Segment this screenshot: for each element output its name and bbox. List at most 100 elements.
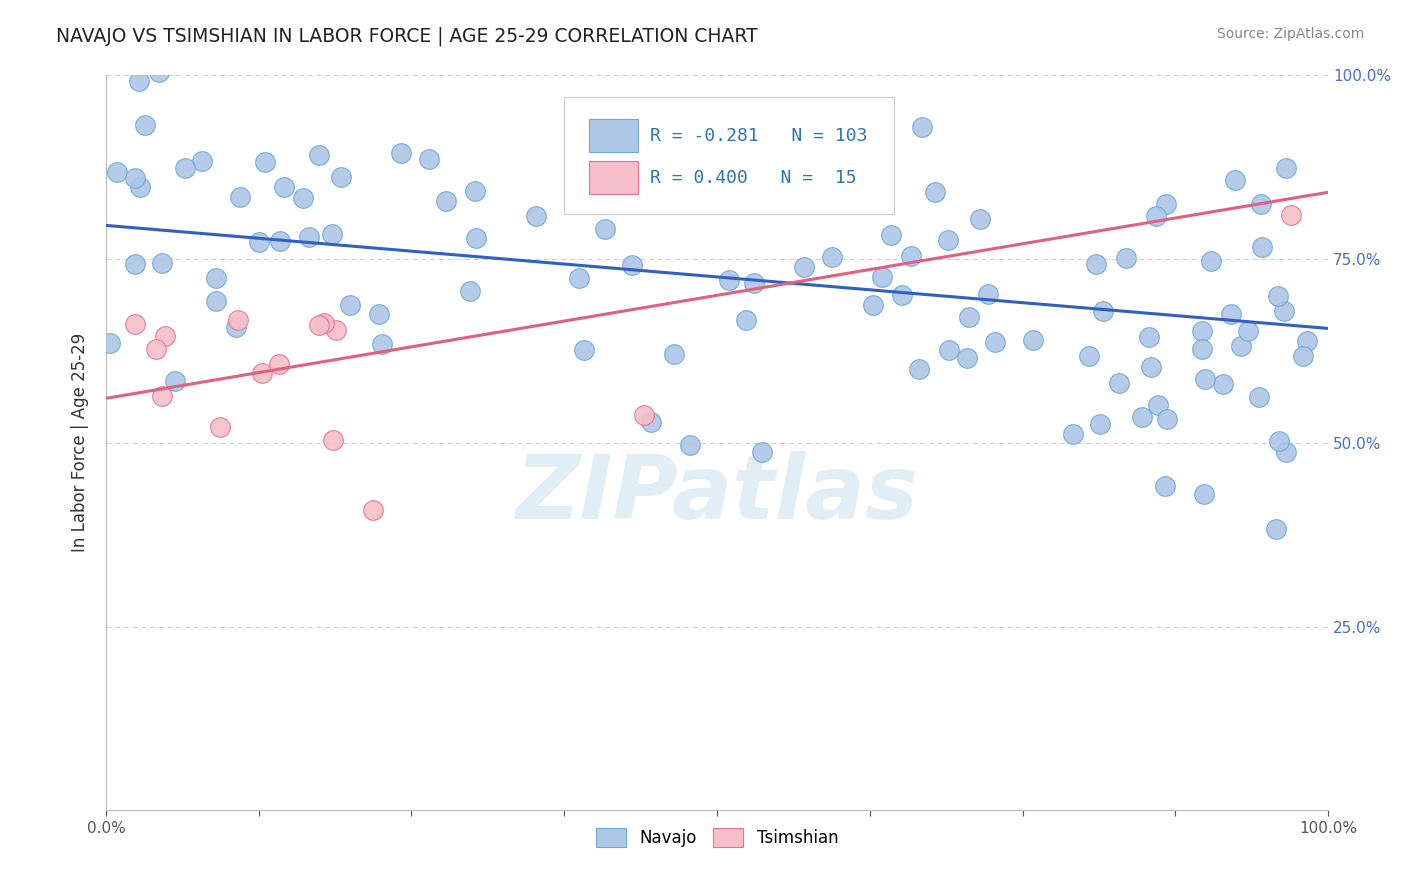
Point bbox=[124, 257, 146, 271]
Point bbox=[98, 336, 121, 351]
Point bbox=[1154, 197, 1177, 211]
Point bbox=[298, 230, 321, 244]
Text: R = -0.281   N = 103: R = -0.281 N = 103 bbox=[650, 127, 868, 145]
Point bbox=[226, 313, 249, 327]
Point bbox=[1147, 398, 1170, 412]
Point bbox=[367, 307, 389, 321]
Point bbox=[225, 320, 247, 334]
Point bbox=[1236, 324, 1258, 338]
Point bbox=[1229, 339, 1251, 353]
Point bbox=[124, 318, 146, 332]
Point bbox=[1267, 289, 1289, 303]
Point bbox=[229, 190, 252, 204]
FancyBboxPatch shape bbox=[589, 161, 637, 194]
Point bbox=[1085, 257, 1108, 271]
Point bbox=[1281, 208, 1303, 222]
Point bbox=[1225, 173, 1247, 187]
Point bbox=[1146, 210, 1168, 224]
Point bbox=[568, 271, 591, 285]
Point bbox=[1091, 303, 1114, 318]
Point bbox=[1199, 253, 1222, 268]
Point bbox=[1194, 487, 1216, 501]
Point bbox=[956, 351, 979, 365]
Point bbox=[1156, 412, 1178, 426]
Point bbox=[150, 388, 173, 402]
Point bbox=[371, 337, 394, 351]
Point bbox=[662, 347, 685, 361]
Point bbox=[418, 152, 440, 166]
Point bbox=[574, 343, 596, 358]
Point bbox=[862, 298, 884, 312]
Point bbox=[1275, 161, 1298, 175]
Point bbox=[191, 154, 214, 169]
Text: ZIPatlas: ZIPatlas bbox=[516, 450, 918, 538]
Point bbox=[1296, 334, 1319, 349]
Legend: Navajo, Tsimshian: Navajo, Tsimshian bbox=[589, 822, 845, 854]
Point bbox=[1022, 333, 1045, 347]
Point bbox=[742, 276, 765, 290]
Point bbox=[1194, 372, 1216, 386]
Point bbox=[1191, 324, 1213, 338]
Point bbox=[148, 65, 170, 79]
Point bbox=[1139, 360, 1161, 375]
Point bbox=[145, 342, 167, 356]
Point bbox=[247, 235, 270, 250]
Point bbox=[621, 258, 644, 272]
Point bbox=[308, 148, 330, 162]
Point bbox=[907, 361, 929, 376]
Point bbox=[1250, 240, 1272, 254]
Point bbox=[870, 270, 893, 285]
Point bbox=[308, 318, 330, 332]
Point bbox=[1250, 197, 1272, 211]
FancyBboxPatch shape bbox=[589, 119, 637, 152]
Point bbox=[793, 260, 815, 275]
Point bbox=[1078, 349, 1101, 363]
Point bbox=[458, 284, 481, 298]
Text: R = 0.400   N =  15: R = 0.400 N = 15 bbox=[650, 169, 856, 186]
Point bbox=[389, 146, 412, 161]
Point bbox=[434, 194, 457, 209]
Point bbox=[640, 416, 662, 430]
Point bbox=[204, 270, 226, 285]
Point bbox=[984, 335, 1007, 350]
FancyBboxPatch shape bbox=[564, 96, 894, 214]
Point bbox=[679, 438, 702, 452]
Point bbox=[1088, 417, 1111, 432]
Point bbox=[1035, 53, 1057, 67]
Point bbox=[718, 273, 741, 287]
Point bbox=[330, 169, 353, 184]
Point bbox=[273, 179, 295, 194]
Text: Source: ZipAtlas.com: Source: ZipAtlas.com bbox=[1216, 27, 1364, 41]
Point bbox=[174, 161, 197, 176]
Text: NAVAJO VS TSIMSHIAN IN LABOR FORCE | AGE 25-29 CORRELATION CHART: NAVAJO VS TSIMSHIAN IN LABOR FORCE | AGE… bbox=[56, 27, 758, 46]
Point bbox=[250, 366, 273, 380]
Point bbox=[595, 222, 617, 236]
Point bbox=[1139, 330, 1161, 344]
Point bbox=[1108, 376, 1130, 390]
Point bbox=[1130, 410, 1153, 425]
Point bbox=[1264, 522, 1286, 536]
Point bbox=[911, 120, 934, 135]
Point bbox=[1272, 304, 1295, 318]
Point bbox=[253, 154, 276, 169]
Point bbox=[269, 234, 291, 248]
Point bbox=[890, 288, 912, 302]
Point bbox=[524, 209, 547, 223]
Point bbox=[153, 329, 176, 343]
Point bbox=[1267, 434, 1289, 448]
Y-axis label: In Labor Force | Age 25-29: In Labor Force | Age 25-29 bbox=[72, 333, 89, 552]
Point bbox=[269, 357, 291, 371]
Point bbox=[1153, 478, 1175, 492]
Point bbox=[128, 74, 150, 88]
Point bbox=[1062, 426, 1084, 441]
Point bbox=[1115, 251, 1137, 265]
Point bbox=[205, 293, 228, 308]
Point bbox=[820, 250, 842, 264]
Point bbox=[735, 312, 758, 326]
Point bbox=[209, 420, 232, 434]
Point bbox=[124, 170, 146, 185]
Point bbox=[128, 179, 150, 194]
Point bbox=[134, 119, 156, 133]
Point bbox=[900, 249, 922, 263]
Point bbox=[969, 211, 991, 226]
